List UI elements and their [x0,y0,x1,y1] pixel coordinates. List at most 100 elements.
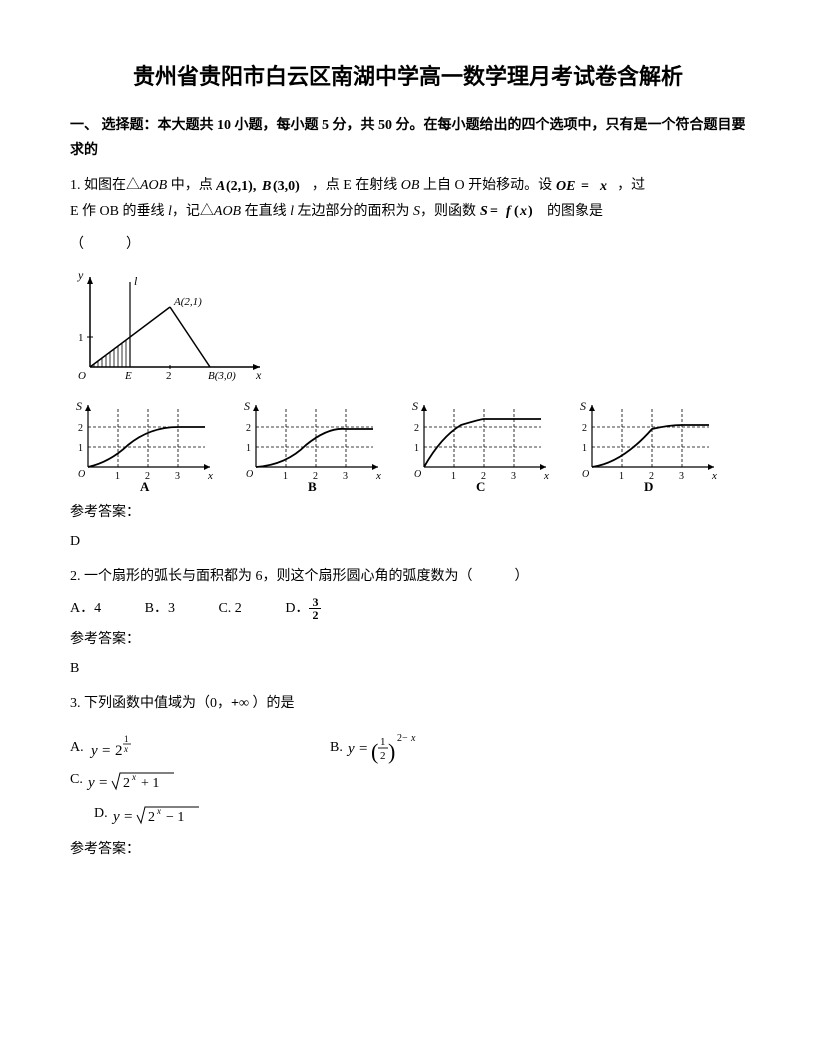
svg-text:2: 2 [582,423,587,434]
svg-text:(: ( [514,204,519,219]
q3-opt-a: A. y=21x [70,733,270,763]
option-graph-a: S 1 2 O 1 2 3 x A [70,397,220,492]
q1-text: 1. 如图在△ [70,178,140,193]
svg-text:A: A [140,479,150,492]
q2-opt-b: B．3 [145,596,175,621]
svg-text:2: 2 [380,750,386,762]
svg-text:3: 3 [343,471,348,482]
svg-text:B: B [261,179,271,194]
svg-text:1: 1 [78,443,83,454]
svg-text:1: 1 [380,736,386,748]
svg-text:f: f [506,204,512,219]
svg-text:x: x [711,470,717,482]
page-title: 贵州省贵阳市白云区南湖中学高一数学理月考试卷含解析 [70,60,746,93]
q1-line1: 1. 如图在△AOB 中，点 A(2,1),B(3,0) ，点 E 在射线 OB… [70,173,746,198]
q1-text: E 作 OB 的垂线 [70,204,168,219]
svg-text:2: 2 [414,423,419,434]
q3-b-label: B. [330,740,343,755]
q3-options-row1: A. y=21x B. y = ( 1 2 ) 2−x C. y = [70,729,746,793]
svg-text:1: 1 [246,443,251,454]
q1-main-graph: 1 y l A(2,1) O E 2 B(3,0) x [70,267,746,387]
svg-text:=: = [99,775,107,791]
svg-text:2: 2 [115,743,123,759]
svg-text:(2,1),: (2,1), [226,179,256,194]
q1-aob2: AOB [214,204,241,219]
svg-text:2: 2 [148,810,155,825]
formula-icon: S = f(x) [480,202,544,220]
question-1: 1. 如图在△AOB 中，点 A(2,1),B(3,0) ，点 E 在射线 OB… [70,173,746,257]
svg-text:2: 2 [78,423,83,434]
q1-aob: AOB [140,178,167,193]
svg-text:x: x [519,204,527,219]
svg-text:x: x [131,772,136,782]
q3-opt-b: B. y = ( 1 2 ) 2−x [330,729,540,767]
fraction-icon: 32 [309,596,321,621]
svg-text:B(3,0): B(3,0) [208,370,236,382]
svg-text:S: S [412,399,418,413]
svg-text:2: 2 [166,370,172,382]
svg-text:=: = [124,809,132,825]
q3-text-b: ）的是 [249,696,295,711]
svg-text:y: y [86,775,95,791]
svg-text:): ) [528,204,533,219]
q2-opt-c: C. 2 [218,596,241,621]
svg-text:x: x [543,470,549,482]
question-2: 2. 一个扇形的弧长与面积都为 6，则这个扇形圆心角的弧度数为（ ） [70,564,746,589]
svg-text:E: E [124,370,132,382]
svg-text:l: l [134,274,138,288]
svg-text:x: x [123,744,128,754]
svg-text:x: x [410,733,416,744]
q3-a-label: A. [70,740,84,755]
svg-text:S: S [480,204,488,219]
svg-text:C: C [476,479,485,492]
svg-text:2: 2 [123,776,130,791]
svg-text:O: O [246,469,253,480]
triangle-graph-icon: 1 y l A(2,1) O E 2 B(3,0) x [70,267,270,387]
formula-icon: y = ( 1 2 ) 2−x [346,729,436,767]
svg-text:2: 2 [246,423,251,434]
svg-text:x: x [599,179,607,194]
q1-text: 中，点 [167,178,216,193]
q3-text-a: 3. 下列函数中值域为（0， [70,696,231,711]
svg-text:+ 1: + 1 [141,776,159,791]
q2-opt-d-prefix: D． [285,596,309,621]
svg-text:O: O [414,469,421,480]
svg-text:=: = [581,179,589,194]
q1-line2: E 作 OB 的垂线 l，记△AOB 在直线 l 左边部分的面积为 S，则函数 … [70,199,746,224]
q3-c-label: C. [70,772,83,787]
q1-text: 的图象是 [544,204,604,219]
svg-text:): ) [388,739,395,764]
svg-text:S: S [244,399,250,413]
q1-line3: （ ） [70,232,746,257]
option-graph-d: S 1 2 O 1 2 3 x D [574,397,724,492]
svg-text:x: x [375,470,381,482]
svg-text:O: O [78,469,85,480]
q1-text: 上自 O 开始移动。设 [419,178,555,193]
formula-icon: A(2,1),B(3,0) [216,177,308,195]
svg-text:2−: 2− [397,733,408,744]
q1-text: ，点 E 在射线 [308,178,401,193]
q3-opt-d: D. y = 2x − 1 [94,801,206,827]
q1-s: S [413,204,420,219]
svg-text:1: 1 [451,471,456,482]
q1-text: 在直线 [241,204,290,219]
svg-text:D: D [644,479,653,492]
svg-text:− 1: − 1 [166,810,184,825]
svg-text:x: x [156,806,161,816]
svg-text:y: y [111,809,120,825]
svg-text:(3,0): (3,0) [273,179,300,194]
svg-text:y: y [89,743,98,759]
svg-text:=: = [102,743,110,759]
svg-text:OE: OE [556,179,575,194]
q1-text: ，记△ [172,204,214,219]
svg-text:A(2,1): A(2,1) [173,296,202,308]
option-graph-b: S 1 2 O 1 2 3 x B [238,397,388,492]
q1-option-graphs: S 1 2 O 1 2 3 x A S 1 2 O 1 [70,397,746,492]
svg-text:x: x [255,368,262,382]
svg-text:O: O [78,370,86,382]
formula-icon: y = 2x + 1 [86,767,181,793]
option-graph-c: S 1 2 O 1 2 3 x C [406,397,556,492]
formula-icon: y=21x [87,733,147,763]
q3-answer-label: 参考答案： [70,837,746,862]
formula-icon: y = 2x − 1 [111,801,206,827]
